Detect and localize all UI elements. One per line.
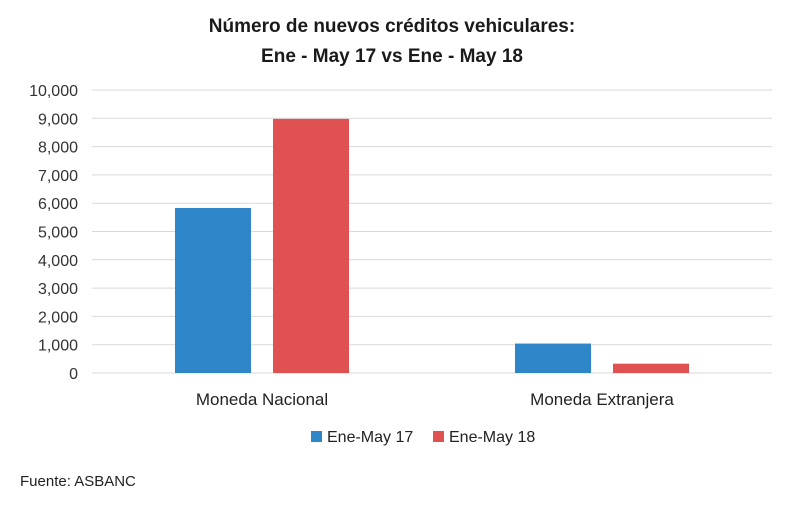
y-tick-label: 0 xyxy=(69,366,78,383)
y-axis: 0 1,000 2,000 3,000 4,000 5,000 6,000 7,000 8,00… xyxy=(29,83,78,383)
legend-swatch xyxy=(433,431,444,442)
y-tick-label: 8,000 xyxy=(38,140,78,157)
y-tick-label: 7,000 xyxy=(38,168,78,185)
bar xyxy=(273,118,349,373)
bar xyxy=(515,343,591,373)
y-tick-label: 2,000 xyxy=(38,309,78,326)
y-tick-label: 3,000 xyxy=(38,281,78,298)
category-label: Moneda Extranjera xyxy=(530,390,674,409)
bar xyxy=(175,208,251,373)
legend-label: Ene-May 17 xyxy=(327,429,413,446)
y-tick-label: 10,000 xyxy=(29,83,78,100)
bar xyxy=(613,363,689,373)
y-tick-label: 9,000 xyxy=(38,111,78,128)
legend-label: Ene-May 18 xyxy=(449,429,535,446)
bars xyxy=(175,118,689,373)
chart-subtitle: Ene - May 17 vs Ene - May 18 xyxy=(261,46,523,67)
legend-swatch xyxy=(311,431,322,442)
y-tick-label: 1,000 xyxy=(38,338,78,355)
chart-title: Número de nuevos créditos vehiculares: xyxy=(209,16,575,37)
y-tick-label: 6,000 xyxy=(38,196,78,213)
y-tick-label: 4,000 xyxy=(38,253,78,270)
source-note: Fuente: ASBANC xyxy=(20,473,136,490)
legend: Ene-May 17 Ene-May 18 xyxy=(311,429,535,446)
category-label: Moneda Nacional xyxy=(196,390,328,409)
y-tick-label: 5,000 xyxy=(38,225,78,242)
x-axis: Moneda Nacional Moneda Extranjera xyxy=(196,390,675,409)
